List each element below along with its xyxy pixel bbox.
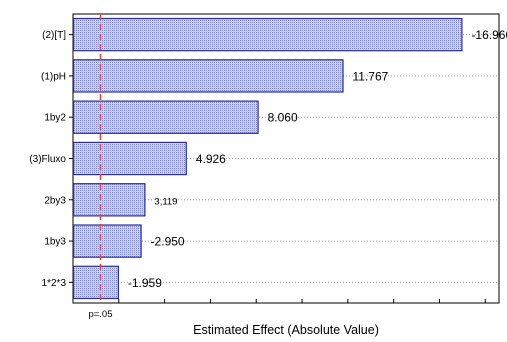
data-label: 4.926 — [196, 152, 226, 166]
bar — [72, 265, 120, 300]
bars-group — [72, 17, 463, 300]
data-label: 3,119 — [154, 196, 177, 207]
data-label: 8.060 — [268, 111, 298, 125]
category-label: 1by3 — [44, 237, 66, 248]
category-label: (1)pH — [41, 71, 66, 82]
reference-line-label: p=.05 — [88, 309, 112, 320]
data-label: -1.959 — [128, 276, 162, 290]
category-label: (3)Fluxo — [29, 154, 66, 165]
bar — [72, 59, 344, 93]
bar — [72, 224, 142, 258]
bar — [72, 100, 259, 134]
bar — [72, 141, 187, 176]
x-axis-ticks — [69, 34, 486, 303]
data-label: -16.960 — [471, 28, 507, 42]
x-axis-label: Estimated Effect (Absolute Value) — [193, 323, 379, 337]
category-label: 1*2*3 — [42, 278, 67, 289]
data-label: -2.950 — [151, 235, 185, 249]
data-label: 11.767 — [353, 69, 389, 83]
bar — [72, 17, 463, 52]
category-label: 1by2 — [44, 113, 66, 124]
bar — [72, 183, 146, 217]
category-label: (2)[T] — [42, 30, 66, 41]
category-label: 2by3 — [44, 195, 66, 206]
